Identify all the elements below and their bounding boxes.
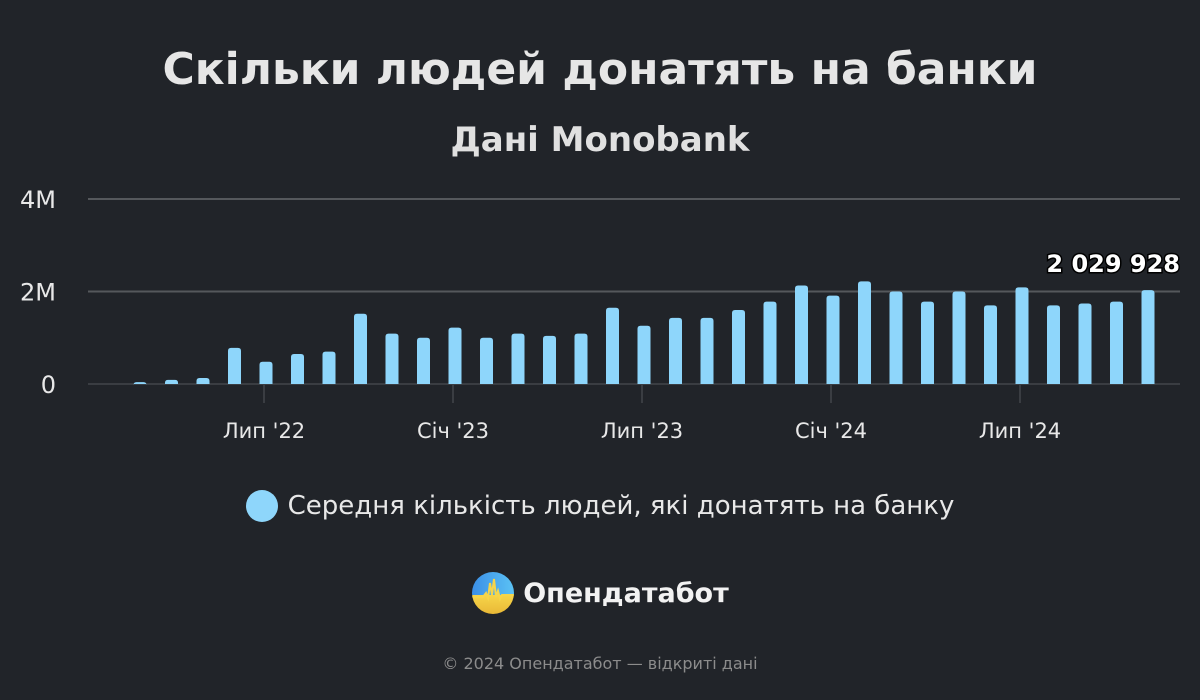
bar <box>700 317 714 384</box>
bar <box>1141 290 1155 384</box>
bar <box>858 281 871 384</box>
x-tick-label: Лип '24 <box>979 419 1061 443</box>
bars <box>133 281 1155 386</box>
legend[interactable]: Середня кількість людей, які донатять на… <box>0 490 1200 522</box>
bar <box>826 295 840 384</box>
bar <box>1047 305 1060 384</box>
bar <box>228 347 241 384</box>
bar <box>921 301 934 384</box>
bar <box>165 379 178 384</box>
bar <box>133 382 147 386</box>
bar <box>574 333 588 384</box>
bar <box>291 353 304 384</box>
bar <box>763 301 777 384</box>
bar <box>795 285 808 384</box>
chart-subtitle: Дані Monobank <box>450 120 750 160</box>
x-tick-label: Лип '22 <box>223 419 305 443</box>
bar <box>1110 301 1123 384</box>
bar <box>952 291 966 384</box>
bar <box>543 335 556 384</box>
x-axis-ticks: Лип '22 Січ '23 Лип '23 Січ '24 Лип '24 <box>223 384 1061 443</box>
x-tick-label: Січ '23 <box>417 419 489 443</box>
x-tick-label: Січ '24 <box>795 419 867 443</box>
bar <box>637 325 651 384</box>
bar <box>732 310 745 384</box>
y-tick-label: 4M <box>20 186 56 214</box>
bar <box>196 377 210 384</box>
annotations: 2 029 928 <box>1045 249 1182 280</box>
bar <box>984 305 997 384</box>
legend-label: Середня кількість людей, які донатять на… <box>287 491 955 521</box>
x-tick-label: Лип '23 <box>601 419 683 443</box>
bar <box>480 337 493 384</box>
bar <box>448 327 462 384</box>
opendatabot-logo-icon <box>472 572 515 614</box>
bar <box>669 317 682 384</box>
y-tick-label: 0 <box>41 371 56 399</box>
bar <box>606 307 619 384</box>
legend-marker-icon <box>245 490 278 522</box>
bar <box>889 291 903 384</box>
bar <box>322 351 336 384</box>
data-label: 2 029 928 <box>1046 250 1180 278</box>
brand-name: Опендатабот <box>523 577 729 609</box>
bar <box>1015 287 1029 384</box>
footer-copyright: © 2024 Опендатабот — відкриті дані <box>442 654 758 673</box>
bar <box>259 361 273 384</box>
bar <box>511 333 525 384</box>
bar <box>385 333 399 384</box>
bar <box>417 337 430 384</box>
bar <box>354 313 367 384</box>
bar <box>1078 303 1092 384</box>
y-tick-label: 2M <box>20 279 56 307</box>
y-axis-ticks: 0 2M 4M <box>20 186 56 399</box>
brand-logo: Опендатабот <box>0 571 1200 615</box>
chart-title: Скільки людей донатять на банки <box>162 44 1038 95</box>
